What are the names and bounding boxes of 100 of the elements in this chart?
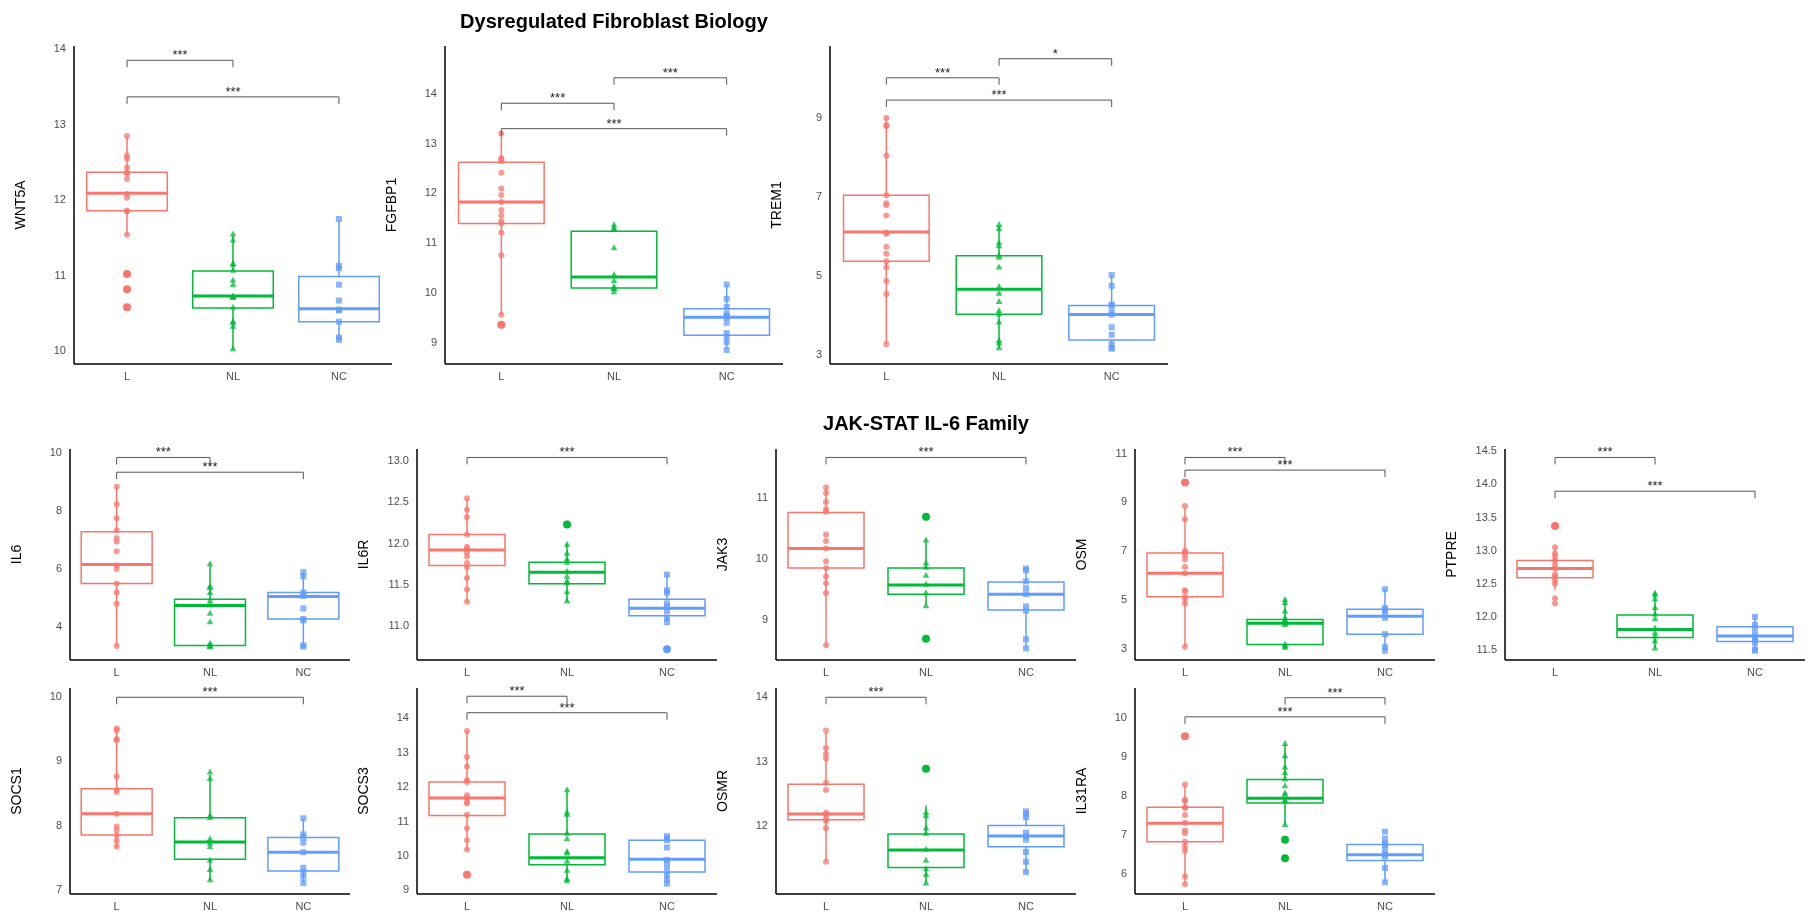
- y-tick-label: 14: [53, 42, 66, 55]
- y-tick-label: 14: [424, 87, 437, 100]
- y-tick-label: 7: [1120, 544, 1127, 557]
- x-tick-label: L: [1181, 899, 1189, 912]
- annotation: ***: [1227, 444, 1243, 460]
- y-tick-label: 7: [55, 882, 62, 895]
- y-tick-label: 11: [1115, 446, 1127, 459]
- y-tick-label: 10: [49, 445, 62, 458]
- y-tick-label: 9: [1120, 750, 1127, 763]
- annotation: *: [1052, 45, 1058, 61]
- x-tick-label: NL: [1647, 665, 1663, 678]
- y-axis-title: FGFBP1: [382, 177, 399, 233]
- x-tick-label: L: [123, 369, 131, 382]
- x-tick-label: NC: [1377, 899, 1393, 912]
- x-tick-label: NC: [659, 899, 675, 912]
- x-tick-label: L: [883, 369, 890, 382]
- annotation: ***: [550, 90, 566, 106]
- x-tick-label: NC: [659, 665, 675, 678]
- y-axis-title: SOCS1: [7, 767, 24, 815]
- y-tick-label: 9: [402, 883, 409, 896]
- y-tick-label: 8: [55, 818, 62, 831]
- y-tick-label: 9: [430, 335, 437, 348]
- y-tick-label: 10: [1114, 711, 1127, 724]
- annotation: ***: [662, 64, 678, 80]
- y-tick-label: 8: [1120, 788, 1127, 801]
- x-tick-label: NL: [559, 665, 575, 678]
- x-tick-label: NC: [331, 369, 347, 382]
- y-tick-label: 14.0: [1475, 477, 1497, 490]
- annotation: ***: [202, 684, 218, 700]
- x-tick-label: NC: [295, 899, 312, 912]
- y-tick-label: 3: [815, 348, 822, 361]
- x-tick-label: L: [1551, 665, 1559, 678]
- y-tick-label: 9: [815, 111, 822, 124]
- y-tick-label: 11.5: [1476, 643, 1497, 656]
- x-tick-label: L: [822, 665, 830, 678]
- annotation: ***: [1647, 478, 1663, 494]
- y-tick-label: 11: [54, 268, 66, 281]
- y-tick-label: 11: [397, 814, 409, 827]
- y-tick-label: 12.5: [1475, 576, 1497, 589]
- y-tick-label: 9: [761, 613, 768, 626]
- annotation: ***: [1597, 444, 1613, 460]
- x-tick-label: NL: [918, 899, 934, 912]
- y-tick-label: 3: [1120, 641, 1127, 654]
- x-tick-label: NL: [991, 369, 1007, 382]
- y-tick-label: 10: [49, 690, 62, 703]
- y-tick-label: 13: [53, 117, 66, 130]
- y-axis-title: OSM: [1072, 538, 1089, 571]
- y-tick-label: 5: [1120, 592, 1127, 605]
- y-tick-label: 13.5: [1475, 510, 1497, 523]
- x-tick-label: NC: [295, 665, 312, 678]
- y-axis-title: IL31RA: [1072, 766, 1089, 815]
- x-tick-label: NL: [918, 665, 934, 678]
- y-tick-label: 9: [1120, 495, 1127, 508]
- y-tick-label: 6: [55, 562, 62, 575]
- chart-title: JAK-STAT IL-6 Family: [822, 412, 1030, 435]
- y-axis-title: SOCS3: [354, 767, 371, 815]
- annotation: ***: [1277, 457, 1293, 473]
- y-tick-label: 4: [55, 620, 62, 633]
- y-tick-label: 12.0: [1475, 610, 1497, 623]
- annotation: ***: [202, 459, 218, 475]
- x-tick-label: L: [463, 899, 471, 912]
- x-tick-label: NC: [1747, 665, 1763, 678]
- annotation: ***: [509, 683, 525, 699]
- annotation: ***: [225, 83, 241, 99]
- chart-title: Dysregulated Fibroblast Biology: [459, 10, 769, 33]
- y-tick-label: 12.0: [387, 536, 409, 549]
- y-tick-label: 5: [815, 269, 822, 282]
- y-tick-label: 7: [1120, 827, 1127, 840]
- y-tick-label: 7: [815, 190, 822, 203]
- y-tick-label: 14: [396, 711, 409, 724]
- x-tick-label: NC: [1018, 899, 1034, 912]
- y-tick-label: 12.5: [387, 495, 409, 508]
- y-tick-label: 13: [396, 745, 409, 758]
- y-tick-label: 12: [53, 193, 66, 206]
- y-axis-title: WNT5A: [11, 179, 28, 230]
- y-axis-title: PTPRE: [1442, 531, 1459, 578]
- y-tick-label: 14: [755, 690, 768, 703]
- x-tick-label: NC: [1103, 369, 1120, 382]
- x-tick-label: L: [463, 665, 471, 678]
- y-axis-title: TREM1: [767, 181, 784, 229]
- y-axis-title: OSMR: [713, 770, 730, 812]
- x-tick-label: L: [498, 369, 505, 382]
- y-tick-label: 12: [424, 186, 437, 199]
- y-tick-label: 9: [55, 754, 62, 767]
- x-tick-label: L: [113, 899, 120, 912]
- x-tick-label: L: [1181, 665, 1189, 678]
- annotation: ***: [918, 444, 934, 460]
- y-tick-label: 11.0: [388, 618, 409, 631]
- annotation: ***: [935, 64, 951, 80]
- annotation: ***: [1327, 684, 1343, 700]
- y-axis-title: IL6R: [354, 539, 371, 570]
- y-tick-label: 11: [425, 236, 437, 249]
- x-tick-label: NL: [202, 899, 218, 912]
- annotation: ***: [606, 115, 622, 131]
- y-tick-label: 10: [424, 285, 437, 298]
- annotation: ***: [155, 444, 171, 460]
- y-tick-label: 13: [755, 754, 768, 767]
- y-tick-label: 14.5: [1475, 444, 1497, 457]
- y-tick-label: 13: [424, 136, 437, 149]
- y-tick-label: 11.5: [388, 577, 409, 590]
